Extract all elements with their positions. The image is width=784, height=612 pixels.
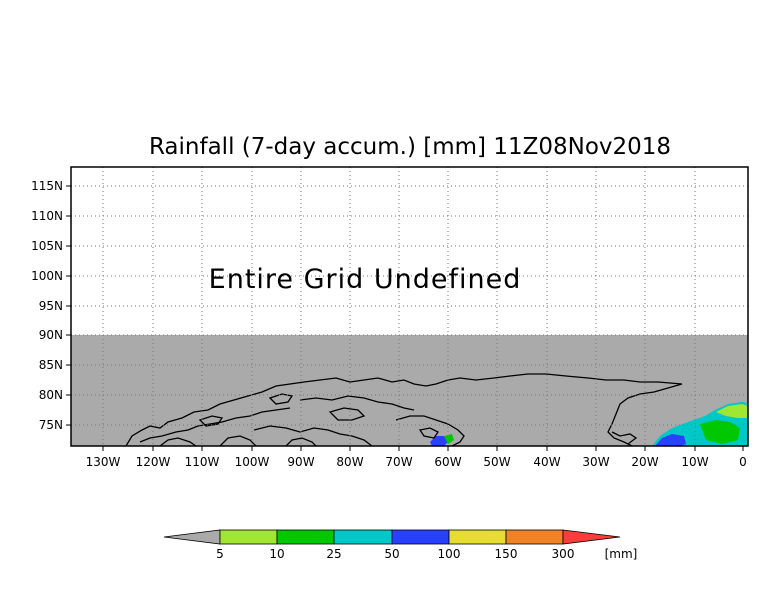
colorbar-segment-5 [448, 529, 507, 545]
lat-label: 105N [31, 239, 63, 253]
precip-patch-green-west [444, 434, 454, 444]
lon-label: 130W [86, 455, 121, 469]
colorbar-segment-4 [391, 529, 450, 545]
lon-ticks [102, 446, 744, 451]
colorbar-label: 10 [269, 547, 284, 561]
undefined-grid-message: Entire Grid Undefined [209, 264, 522, 295]
lat-label: 90N [39, 328, 63, 342]
lat-label: 115N [31, 179, 63, 193]
lat-ticks [66, 185, 71, 426]
colorbar-segment-2 [276, 529, 335, 545]
colorbar-label: 25 [326, 547, 341, 561]
lon-label: 0 [739, 455, 747, 469]
map-title: Rainfall (7-day accum.) [mm] 11Z08Nov201… [149, 134, 671, 160]
colorbar-segment-3 [333, 529, 393, 545]
lat-label: 80N [39, 388, 63, 402]
undefined-data-area [71, 335, 748, 446]
lat-label: 110N [31, 209, 63, 223]
lon-label: 30W [582, 455, 609, 469]
graticule [71, 167, 748, 446]
colorbar-label: 5 [216, 547, 224, 561]
colorbar-labels: 5 10 25 50 100 150 300 [mm] [216, 547, 637, 561]
lon-label: 80W [336, 455, 363, 469]
lon-label: 20W [631, 455, 658, 469]
coastlines [125, 373, 683, 447]
lat-label: 100N [31, 269, 63, 283]
colorbar-label: 50 [384, 547, 399, 561]
lon-label: 120W [136, 455, 171, 469]
lat-labels: 115N 110N 105N 100N 95N 90N 85N 80N 75N [31, 179, 63, 432]
lon-label: 100W [235, 455, 270, 469]
colorbar-segment-6 [505, 529, 564, 545]
lat-label: 85N [39, 358, 63, 372]
precip-patch-blue-east [655, 434, 686, 446]
lat-label: 95N [39, 299, 63, 313]
colorbar-over-triangle [562, 529, 621, 545]
lon-label: 50W [483, 455, 510, 469]
colorbar-segment-1 [219, 529, 278, 545]
precipitation-patches [430, 402, 748, 446]
colorbar-under-triangle [163, 529, 221, 545]
precip-patch-green [700, 420, 740, 444]
colorbar-label: 100 [438, 547, 461, 561]
precip-patch-blue-west [430, 436, 448, 446]
colorbar [163, 529, 621, 545]
lon-label: 40W [533, 455, 560, 469]
lon-labels: 130W 120W 110W 100W 90W 80W 70W 60W 50W … [86, 455, 747, 469]
lon-label: 110W [185, 455, 220, 469]
precip-patch-lightgreen [716, 404, 748, 418]
colorbar-label: 150 [495, 547, 518, 561]
lon-label: 10W [681, 455, 708, 469]
lon-label: 60W [434, 455, 461, 469]
colorbar-unit: [mm] [605, 547, 638, 561]
lon-label: 90W [287, 455, 314, 469]
colorbar-label: 300 [552, 547, 575, 561]
lat-label: 75N [39, 418, 63, 432]
lon-label: 70W [385, 455, 412, 469]
